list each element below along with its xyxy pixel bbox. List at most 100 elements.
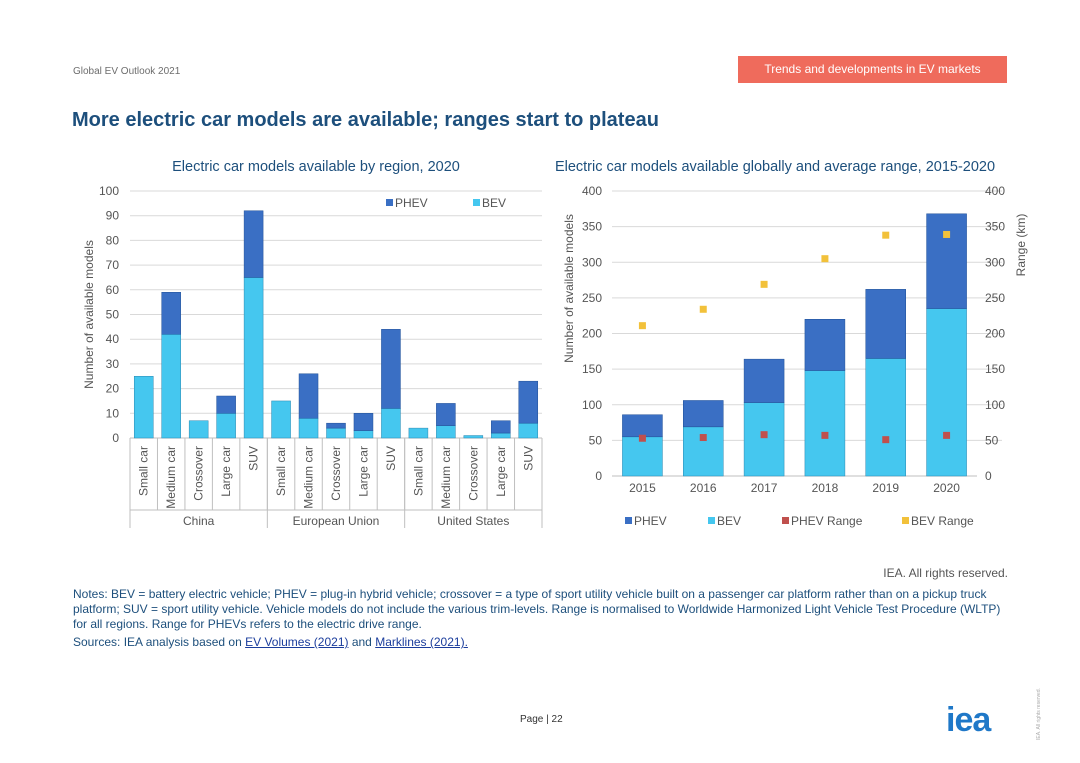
chart1-y-tick-label: 100 (99, 184, 119, 198)
point-bev-range-2019 (882, 231, 890, 239)
point-phev-range-2015 (638, 434, 646, 442)
sources-prefix: Sources: IEA analysis based on (73, 635, 246, 649)
point-bev-range-2017 (760, 280, 768, 288)
chart2-y-axis-title: Number of available models (562, 214, 576, 363)
bar-phev-united-states-large-car (491, 420, 511, 434)
point-phev-range-2018 (821, 431, 829, 439)
bar-bev-china-crossover (188, 420, 209, 439)
chart1-y-tick-label: 60 (106, 283, 120, 297)
chart2-x-tick-label: 2017 (751, 481, 778, 495)
chart1-x-tick-label: Medium car (302, 446, 316, 509)
chart2-y2-tick-label: 0 (985, 469, 992, 483)
bar-bev-2015 (622, 436, 663, 477)
chart1-y-tick-label: 20 (106, 382, 120, 396)
rights-notice: IEA. All rights reserved. (883, 566, 1008, 580)
chart1-y-tick-label: 70 (106, 258, 120, 272)
bar-phev-2017 (743, 358, 785, 403)
bar-phev-united-states-medium-car (436, 403, 456, 426)
bar-bev-european-union-small-car (271, 400, 291, 439)
bar-phev-china-medium-car (161, 292, 181, 335)
page-title: More electric car models are available; … (72, 109, 659, 131)
bar-phev-european-union-large-car (353, 413, 374, 431)
chart1-x-tick-label: Large car (356, 446, 370, 497)
chart1-x-tick-label: Crossover (192, 446, 206, 501)
chart1-x-tick-label: Small car (137, 446, 151, 496)
chart1-y-tick-label: 30 (106, 357, 120, 371)
chart2-y2-tick-label: 350 (985, 220, 1005, 234)
chart1-y-tick-label: 40 (106, 332, 120, 346)
chart2-y-tick-label: 400 (582, 184, 602, 198)
bar-phev-2019 (865, 289, 906, 359)
section-badge: Trends and developments in EV markets (738, 56, 1007, 83)
bar-bev-china-small-car (133, 376, 154, 439)
chart1-y-tick-label: 50 (106, 308, 120, 322)
chart1-x-tick-label: Crossover (466, 446, 480, 501)
marklines-link[interactable]: Marklines (2021). (375, 635, 468, 649)
point-bev-range-2015 (638, 322, 646, 330)
chart2-title: Electric car models available globally a… (555, 159, 995, 175)
chart2-x-tick-label: 2019 (872, 481, 899, 495)
chart2-legend-swatch-bev-range (902, 517, 909, 524)
chart2-x-tick-label: 2016 (690, 481, 717, 495)
point-phev-range-2020 (943, 431, 951, 439)
chart2-y-tick-label: 100 (582, 398, 602, 412)
bar-phev-2016 (683, 400, 724, 428)
notes-text: Notes: BEV = battery electric vehicle; P… (73, 587, 1001, 631)
chart-models-by-region: Electric car models available by region,… (82, 159, 543, 528)
chart1-y-tick-label: 80 (106, 233, 120, 247)
point-phev-range-2019 (882, 436, 890, 444)
chart2-y-tick-label: 0 (595, 469, 602, 483)
bar-bev-2017 (743, 402, 785, 477)
chart1-y-tick-label: 90 (106, 209, 120, 223)
chart2-y-tick-label: 50 (589, 433, 603, 447)
chart2-legend-label-bev: BEV (717, 514, 741, 528)
bar-phev-china-suv (243, 210, 264, 278)
chart1-legend-swatch-phev (386, 199, 393, 206)
chart2-legend-label-phev-range: PHEV Range (791, 514, 863, 528)
chart-models-global-range: Electric car models available globally a… (555, 159, 1028, 528)
chart1-legend-swatch-bev (473, 199, 480, 206)
ev-volumes-link[interactable]: EV Volumes (2021) (245, 635, 349, 649)
chart1-x-tick-label: SUV (521, 446, 535, 471)
chart1-y-tick-label: 0 (112, 431, 119, 445)
point-bev-range-2020 (943, 230, 951, 238)
bar-bev-united-states-small-car (408, 427, 429, 439)
chart1-x-tick-label: Small car (411, 446, 425, 496)
chart1-x-tick-label: Large car (219, 446, 233, 497)
bar-phev-2015 (622, 414, 663, 438)
chart2-legend-swatch-phev-range (782, 517, 789, 524)
chart1-x-tick-label: SUV (247, 446, 261, 471)
chart2-x-tick-label: 2020 (933, 481, 960, 495)
chart2-y2-tick-label: 100 (985, 398, 1005, 412)
chart2-y2-tick-label: 300 (985, 255, 1005, 269)
bar-phev-european-union-suv (381, 329, 401, 409)
chart1-x-tick-label: Medium car (439, 446, 453, 509)
bar-phev-china-large-car (216, 395, 236, 414)
chart2-legend-swatch-phev (625, 517, 632, 524)
point-bev-range-2018 (821, 255, 829, 263)
sources-mid: and (348, 635, 376, 649)
bar-bev-2018 (804, 370, 846, 477)
bar-bev-united-states-crossover (463, 435, 484, 439)
chart1-group-label: United States (437, 514, 509, 528)
bar-phev-european-union-medium-car (298, 373, 319, 419)
report-name: Global EV Outlook 2021 (73, 66, 181, 77)
point-bev-range-2016 (699, 305, 707, 313)
chart1-group-label: China (183, 514, 215, 528)
chart1-y-tick-label: 10 (106, 406, 120, 420)
iea-logo: iea (946, 701, 991, 739)
chart2-y-tick-label: 150 (582, 362, 602, 376)
bar-bev-2019 (865, 358, 906, 477)
point-phev-range-2017 (760, 431, 768, 439)
bar-bev-2020 (926, 308, 967, 477)
bar-phev-european-union-crossover (326, 422, 346, 429)
point-phev-range-2016 (699, 434, 707, 442)
chart1-legend-label-phev: PHEV (395, 196, 428, 210)
chart1-x-tick-label: Small car (274, 446, 288, 496)
chart2-legend-swatch-bev (708, 517, 715, 524)
bar-phev-united-states-suv (518, 380, 539, 424)
chart1-group-label: European Union (293, 514, 380, 528)
chart2-y2-tick-label: 250 (985, 291, 1005, 305)
chart1-legend-label-bev: BEV (482, 196, 506, 210)
chart2-y2-tick-label: 50 (985, 433, 999, 447)
